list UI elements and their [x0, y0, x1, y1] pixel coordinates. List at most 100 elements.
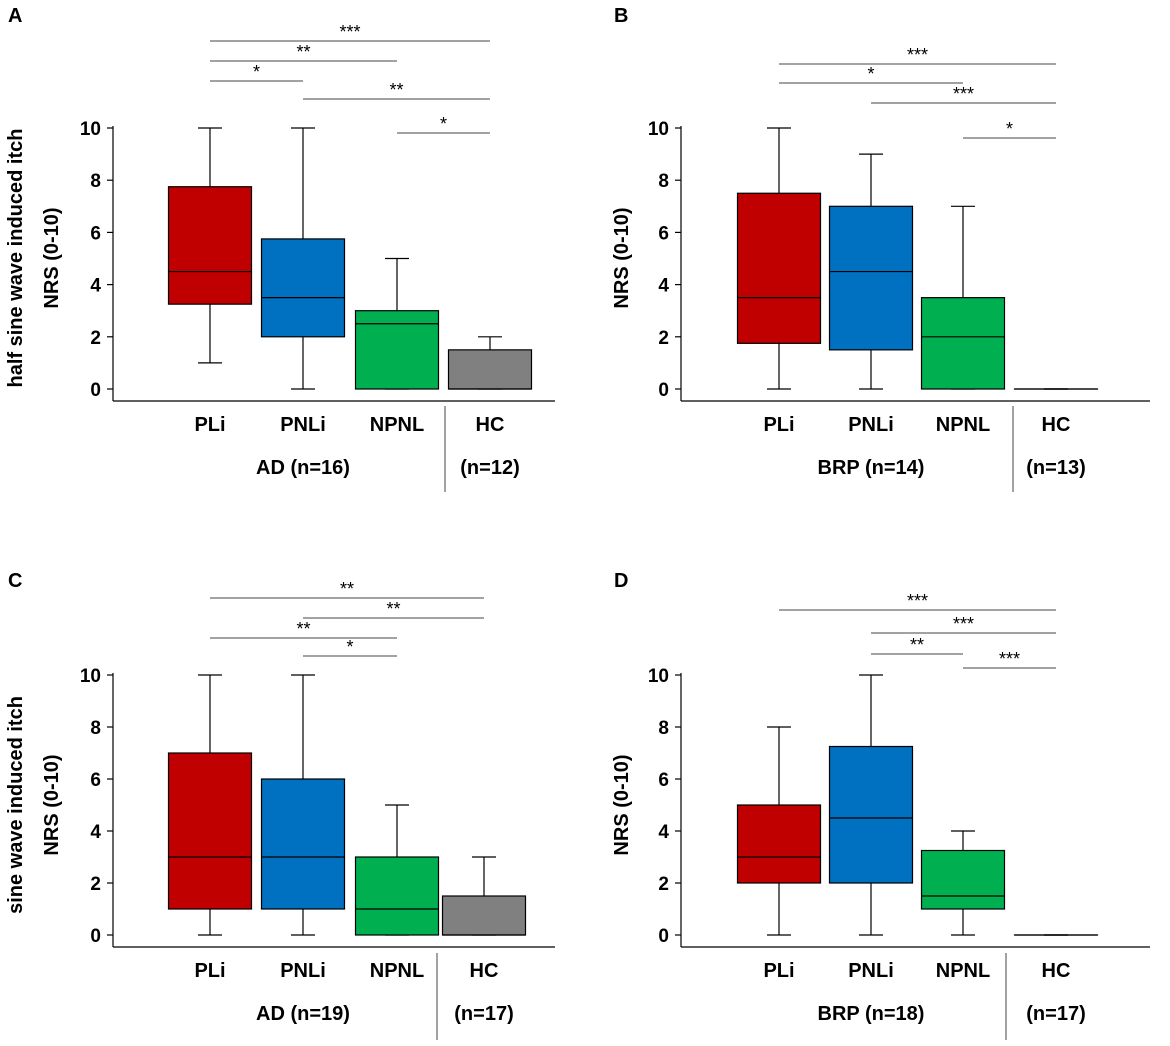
category-label-npnl: NPNL — [936, 414, 990, 436]
y-axis-label: NRS (0-10) — [41, 754, 63, 855]
panel-letter: D — [614, 570, 628, 592]
y-axis-outer-label: sine wave induced itch — [5, 696, 27, 914]
y-tick-label: 10 — [80, 666, 101, 687]
category-label-npnl: NPNL — [370, 960, 424, 982]
hc-group-label: (n=17) — [1026, 1003, 1085, 1025]
y-tick-label: 2 — [90, 328, 101, 349]
y-tick-label: 2 — [658, 328, 669, 349]
y-tick-label: 0 — [90, 926, 101, 947]
y-tick-label: 2 — [658, 874, 669, 895]
box-PLi — [736, 127, 822, 390]
significance-bracket: ** — [210, 579, 484, 599]
box-PNLi — [828, 674, 914, 936]
box-iqr — [260, 238, 346, 338]
box-iqr — [736, 192, 822, 344]
y-tick-label: 10 — [648, 119, 669, 140]
box-iqr — [736, 804, 822, 884]
y-tick-label: 6 — [90, 770, 101, 791]
category-label-pnli: PNLi — [848, 414, 894, 436]
significance-bracket: * — [210, 62, 303, 82]
panel-D: D 0 2 4 6 8 10 NRS (0-10) PLi PNLi NPNL HC BRP (n=18… — [611, 570, 1150, 1040]
box-NPNL — [354, 804, 440, 936]
category-label-pli: PLi — [194, 414, 225, 436]
box-PNLi — [828, 153, 914, 390]
significance-label: *** — [339, 22, 360, 42]
significance-bracket: *** — [210, 22, 490, 42]
y-tick-label: 0 — [90, 380, 101, 401]
significance-bracket: * — [963, 119, 1056, 139]
significance-bracket: ** — [303, 80, 490, 100]
significance-label: *** — [999, 649, 1020, 669]
category-label-pli: PLi — [763, 960, 794, 982]
y-axis-label: NRS (0-10) — [611, 207, 633, 308]
box-iqr — [167, 186, 253, 305]
significance-bracket: *** — [779, 45, 1056, 65]
significance-label: *** — [953, 614, 974, 634]
significance-bracket: ** — [303, 599, 484, 619]
y-tick-label: 8 — [658, 718, 669, 739]
y-tick-label: 8 — [658, 171, 669, 192]
y-tick-label: 6 — [658, 223, 669, 244]
significance-bracket: ** — [210, 619, 397, 639]
significance-label: * — [1006, 119, 1013, 139]
y-tick-label: 4 — [658, 276, 669, 297]
group-label: AD (n=16) — [256, 457, 350, 479]
y-tick-label: 4 — [658, 822, 669, 843]
y-tick-label: 0 — [658, 926, 669, 947]
hc-group-label: (n=13) — [1026, 457, 1085, 479]
box-NPNL — [920, 205, 1006, 390]
significance-label: *** — [907, 591, 928, 611]
category-label-npnl: NPNL — [936, 960, 990, 982]
hc-group-label: (n=12) — [460, 457, 519, 479]
box-HC — [447, 336, 533, 390]
significance-bracket: *** — [963, 649, 1056, 669]
category-label-hc: HC — [476, 414, 505, 436]
panel-B: B 0 2 4 6 8 10 NRS (0-10) PLi PNLi NPNL HC BRP (n=14… — [611, 5, 1150, 492]
box-iqr — [920, 297, 1006, 390]
category-label-pli: PLi — [194, 960, 225, 982]
significance-bracket: ** — [210, 42, 397, 62]
y-tick-label: 0 — [658, 380, 669, 401]
y-tick-label: 4 — [90, 276, 101, 297]
panel-letter: C — [8, 570, 22, 592]
box-PNLi — [260, 674, 346, 936]
significance-label: ** — [389, 80, 403, 100]
significance-label: ** — [296, 619, 310, 639]
group-label: BRP (n=14) — [818, 457, 925, 479]
y-axis-outer-label: half sine wave induced itch — [5, 129, 27, 388]
box-NPNL — [354, 257, 440, 390]
y-axis-label: NRS (0-10) — [611, 754, 633, 855]
significance-bracket: * — [779, 64, 963, 84]
box-iqr — [920, 849, 1006, 910]
category-label-hc: HC — [1042, 960, 1071, 982]
category-label-pnli: PNLi — [848, 960, 894, 982]
y-tick-label: 10 — [80, 119, 101, 140]
box-iqr — [354, 310, 440, 390]
box-NPNL — [920, 830, 1006, 936]
box-iqr — [260, 778, 346, 910]
significance-label: ** — [296, 42, 310, 62]
y-axis-label: NRS (0-10) — [41, 207, 63, 308]
hc-group-label: (n=17) — [454, 1003, 513, 1025]
y-tick-label: 4 — [90, 822, 101, 843]
significance-label: *** — [953, 84, 974, 104]
significance-bracket: ** — [871, 635, 963, 655]
panel-C: C 0 2 4 6 8 10 NRS (0-10) sine wave induced itch… — [5, 570, 555, 1040]
box-iqr — [441, 895, 527, 936]
box-iqr — [447, 349, 533, 390]
significance-label: * — [440, 114, 447, 134]
y-tick-label: 8 — [90, 718, 101, 739]
significance-label: * — [346, 637, 353, 657]
panel-A: A 0 2 4 6 8 10 NRS (0-10) half sine wave induced… — [5, 5, 555, 492]
y-tick-label: 6 — [90, 223, 101, 244]
category-label-hc: HC — [1042, 414, 1071, 436]
significance-label: *** — [907, 45, 928, 65]
box-iqr — [167, 752, 253, 910]
category-label-hc: HC — [470, 960, 499, 982]
box-PLi — [167, 127, 253, 364]
box-iqr — [828, 205, 914, 351]
y-tick-label: 2 — [90, 874, 101, 895]
group-label: BRP (n=18) — [818, 1003, 925, 1025]
significance-label: * — [867, 64, 874, 84]
